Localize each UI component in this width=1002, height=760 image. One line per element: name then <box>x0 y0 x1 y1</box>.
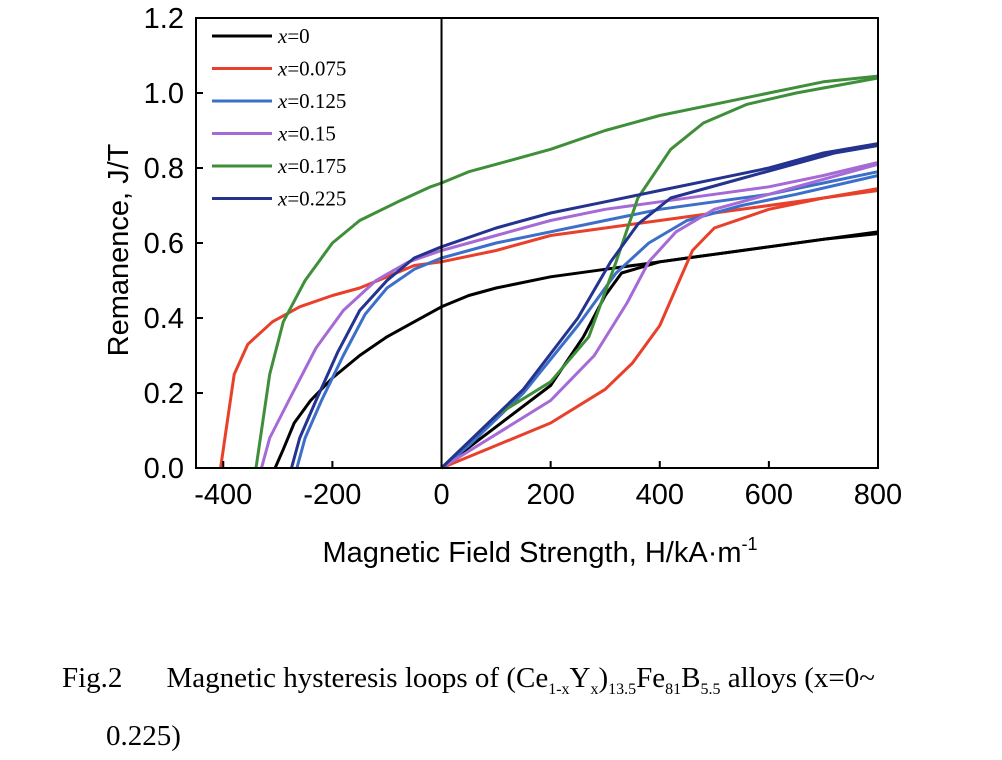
x-axis-title-text: Magnetic Field Strength, H/kA·m <box>322 537 741 569</box>
legend-label: x=0 <box>277 24 310 48</box>
legend-label: x=0.175 <box>277 154 346 178</box>
legend-entry: x=0.15 <box>212 122 336 146</box>
y-tick-label: 1.0 <box>144 78 184 110</box>
series-x-0-15 <box>260 160 879 470</box>
series-x-0-075 <box>219 187 879 470</box>
series-line-upper <box>295 170 879 469</box>
caption-line-1: Fig.2 Magnetic hysteresis loops of (Ce1-x… <box>62 655 1002 713</box>
legend-entry: x=0 <box>212 24 310 48</box>
series-line-lower <box>440 162 879 470</box>
caption-text: Magnetic hysteresis loops of (Ce1-xYx)13… <box>166 662 875 698</box>
series-x-0-125 <box>295 170 879 470</box>
x-tick-label: -400 <box>194 479 252 511</box>
caption-label: Fig.2 <box>62 662 123 694</box>
y-tick-label: 0.2 <box>144 378 184 410</box>
x-axis-title-superscript: -1 <box>742 534 758 554</box>
series-line-lower <box>440 187 879 470</box>
series-line-upper <box>260 160 879 469</box>
series-line-upper <box>254 74 879 469</box>
legend-entry: x=0.125 <box>212 89 346 113</box>
legend-label: x=0.075 <box>277 57 346 81</box>
x-tick-label: 400 <box>636 479 684 511</box>
caption-line-2: 0.225) <box>106 719 181 752</box>
series-line-lower <box>440 174 879 470</box>
series-x-0-225 <box>290 142 879 470</box>
x-tick-label: -200 <box>303 479 361 511</box>
y-axis-title: Remanence, J/T <box>103 143 135 356</box>
legend-label: x=0.15 <box>277 122 336 146</box>
legend-label: x=0.225 <box>277 187 346 211</box>
series-x-0 <box>273 230 879 470</box>
x-axis-title: Magnetic Field Strength, H/kA·m-1 <box>322 534 757 569</box>
hysteresis-chart: -400 -200 0 200 400 600 800 0.0 0.2 0.4 0.6 0.8 1.0 1… <box>103 3 903 569</box>
axes: -400 -200 0 200 400 600 800 0.0 0.2 0.4 0.6 0.8 1.0 1… <box>144 3 903 511</box>
x-tick-label: 200 <box>526 479 574 511</box>
y-tick-label: 0.4 <box>144 303 184 335</box>
y-tick-label: 0.0 <box>144 453 184 485</box>
y-tick-label: 0.6 <box>144 228 184 260</box>
y-tick-label: 1.2 <box>144 3 184 35</box>
series-line-lower <box>440 232 879 470</box>
legend-entry: x=0.225 <box>212 187 346 211</box>
x-tick-label: 0 <box>433 479 449 511</box>
plot-frame <box>195 17 879 469</box>
series-line-lower <box>440 144 879 470</box>
x-tick-label: 600 <box>745 479 793 511</box>
series-x-0-175 <box>254 74 879 470</box>
series-line-upper <box>290 142 879 469</box>
legend-entry: x=0.075 <box>212 57 346 81</box>
x-tick-label: 800 <box>854 479 902 511</box>
figure-caption: Fig.2 Magnetic hysteresis loops of (Ce1-x… <box>62 655 1002 760</box>
legend-entry: x=0.175 <box>212 154 346 178</box>
series-line-lower <box>440 76 879 470</box>
legend: x=0 x=0.075 x=0.125 x=0.15 x=0.175 x=0.225 <box>212 24 346 211</box>
y-tick-label: 0.8 <box>144 153 184 185</box>
legend-label: x=0.125 <box>277 89 346 113</box>
